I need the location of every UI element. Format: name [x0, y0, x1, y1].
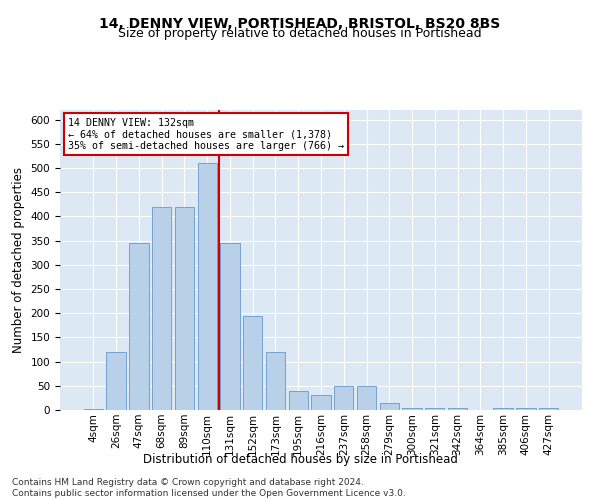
Bar [84, 409, 103, 410]
Y-axis label: Number of detached properties: Number of detached properties [12, 167, 25, 353]
Bar [516, 408, 536, 410]
Text: Distribution of detached houses by size in Portishead: Distribution of detached houses by size … [143, 452, 457, 466]
Bar [448, 408, 467, 410]
Bar [289, 390, 308, 410]
Bar [197, 163, 217, 410]
Text: Contains HM Land Registry data © Crown copyright and database right 2024.
Contai: Contains HM Land Registry data © Crown c… [12, 478, 406, 498]
Bar [403, 408, 422, 410]
Bar [175, 207, 194, 410]
Bar [220, 243, 239, 410]
Bar [106, 352, 126, 410]
Bar [243, 316, 262, 410]
Text: 14 DENNY VIEW: 132sqm
← 64% of detached houses are smaller (1,378)
35% of semi-d: 14 DENNY VIEW: 132sqm ← 64% of detached … [68, 118, 344, 150]
Bar [152, 207, 172, 410]
Bar [334, 386, 353, 410]
Bar [539, 408, 558, 410]
Bar [129, 243, 149, 410]
Bar [311, 396, 331, 410]
Bar [357, 386, 376, 410]
Bar [266, 352, 285, 410]
Text: Size of property relative to detached houses in Portishead: Size of property relative to detached ho… [118, 28, 482, 40]
Text: 14, DENNY VIEW, PORTISHEAD, BRISTOL, BS20 8BS: 14, DENNY VIEW, PORTISHEAD, BRISTOL, BS2… [100, 18, 500, 32]
Bar [425, 408, 445, 410]
Bar [380, 402, 399, 410]
Bar [493, 408, 513, 410]
